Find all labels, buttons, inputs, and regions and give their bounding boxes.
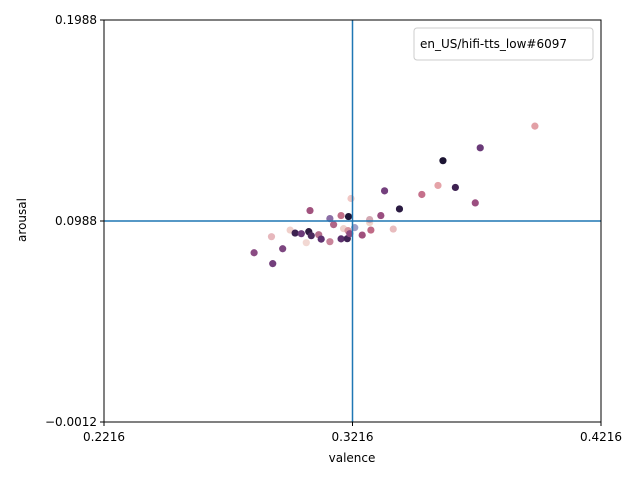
x-tick-label: 0.2216 xyxy=(83,430,125,444)
legend: en_US/hifi-tts_low#6097 xyxy=(413,27,594,61)
data-point xyxy=(306,206,314,215)
data-point xyxy=(317,235,325,243)
data-point xyxy=(330,221,338,229)
data-point xyxy=(358,231,366,239)
x-axis-label: valence xyxy=(329,451,376,465)
data-point xyxy=(279,245,287,253)
data-point xyxy=(337,235,345,243)
data-point xyxy=(476,144,484,152)
y-axis-label: arousal xyxy=(15,198,29,242)
axes: 0.2216 0.3216 0.4216 −0.0012 0.0988 0.1988 xyxy=(45,13,622,444)
data-point xyxy=(418,190,426,199)
y-tick-label: 0.0988 xyxy=(55,214,97,228)
data-point xyxy=(307,232,315,240)
data-point xyxy=(377,211,385,220)
data-point xyxy=(344,212,353,221)
x-tick-label: 0.4216 xyxy=(580,430,622,444)
x-tick-label: 0.3216 xyxy=(332,430,374,444)
data-point xyxy=(291,229,299,237)
data-point xyxy=(439,157,447,165)
data-point xyxy=(367,226,375,234)
data-point xyxy=(269,260,277,268)
data-point xyxy=(326,238,334,246)
data-point xyxy=(389,225,397,233)
legend-box xyxy=(413,27,594,61)
data-point xyxy=(366,215,374,224)
data-point xyxy=(250,249,258,257)
y-tick-label: −0.0012 xyxy=(45,415,97,429)
data-point xyxy=(302,239,310,247)
data-point xyxy=(451,183,459,192)
crosshair-lines xyxy=(104,20,601,422)
data-point xyxy=(347,194,355,203)
legend-label: en_US/hifi-tts_low#6097 xyxy=(420,37,567,51)
data-point xyxy=(337,211,345,220)
data-point xyxy=(434,181,442,190)
y-tick-label: 0.1988 xyxy=(55,13,97,27)
data-point xyxy=(346,230,354,238)
data-point xyxy=(297,230,305,238)
data-point xyxy=(471,199,479,207)
data-point xyxy=(395,205,404,213)
data-point xyxy=(267,233,276,241)
data-point xyxy=(380,187,389,195)
data-point xyxy=(531,122,539,130)
scatter-points xyxy=(250,122,539,268)
